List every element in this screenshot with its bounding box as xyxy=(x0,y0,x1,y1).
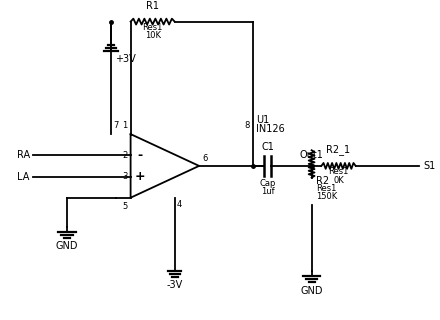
Text: R2_1: R2_1 xyxy=(326,144,351,155)
Text: C1: C1 xyxy=(261,142,274,152)
Text: 2: 2 xyxy=(122,151,128,160)
Text: +3V: +3V xyxy=(115,54,136,64)
Text: 150K: 150K xyxy=(316,192,338,201)
Text: 10K: 10K xyxy=(145,31,161,40)
Text: Out1: Out1 xyxy=(300,150,323,160)
Text: 0K: 0K xyxy=(333,176,344,185)
Text: 4: 4 xyxy=(176,200,182,209)
Text: 8: 8 xyxy=(245,121,250,130)
Text: RA: RA xyxy=(17,150,30,160)
Text: R1: R1 xyxy=(146,1,159,11)
Text: IN126: IN126 xyxy=(256,124,285,134)
Text: U1: U1 xyxy=(256,116,269,125)
Text: -: - xyxy=(138,149,143,162)
Text: S1: S1 xyxy=(423,161,436,171)
Text: Res1: Res1 xyxy=(328,167,348,176)
Text: Res1: Res1 xyxy=(316,183,337,193)
Text: 6: 6 xyxy=(202,154,207,163)
Text: 7: 7 xyxy=(113,121,118,130)
Text: 5: 5 xyxy=(122,202,128,211)
Text: Cap: Cap xyxy=(260,179,276,188)
Text: 1: 1 xyxy=(122,121,128,130)
Text: R2: R2 xyxy=(316,176,330,186)
Text: 3: 3 xyxy=(122,172,128,181)
Text: Res1: Res1 xyxy=(143,23,163,32)
Text: +: + xyxy=(135,170,146,183)
Text: -3V: -3V xyxy=(166,280,183,290)
Text: LA: LA xyxy=(18,172,30,181)
Text: 1uf: 1uf xyxy=(261,188,275,196)
Text: GND: GND xyxy=(301,286,323,296)
Text: GND: GND xyxy=(56,241,78,251)
